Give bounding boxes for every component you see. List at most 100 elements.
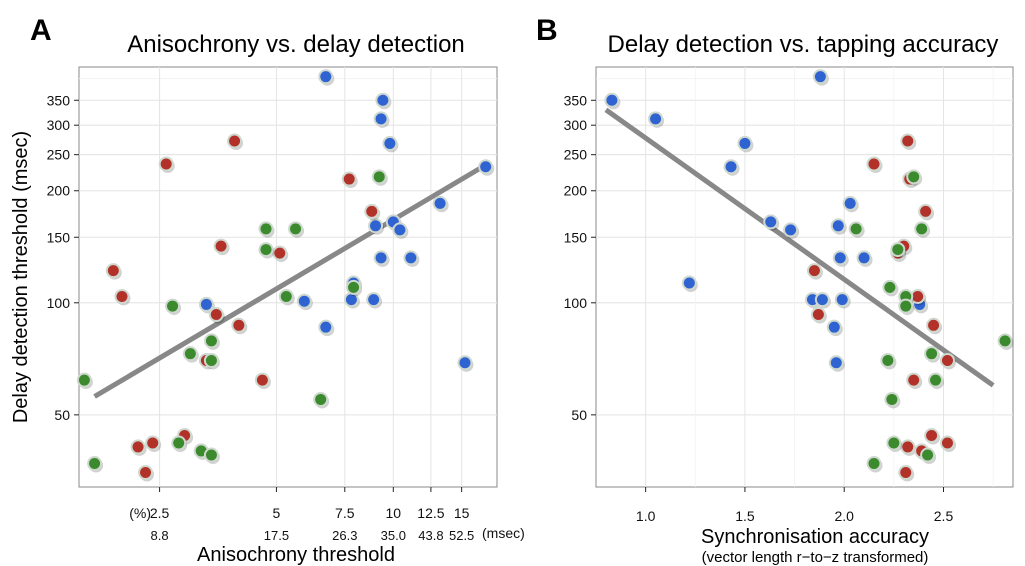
panel-b: B Delay detection vs. tapping accuracy 5… bbox=[536, 14, 1014, 566]
panel-a-title: Anisochrony vs. delay detection bbox=[127, 31, 465, 58]
data-point bbox=[783, 222, 800, 239]
panel-a-plot-area bbox=[78, 66, 498, 488]
panel-b-y-ticks: 50 100 150 200 250 300 350 bbox=[564, 92, 596, 423]
data-point-marker bbox=[866, 156, 882, 172]
data-point bbox=[382, 135, 399, 153]
data-point bbox=[997, 333, 1014, 350]
data-point-marker bbox=[898, 298, 914, 314]
data-point bbox=[432, 195, 449, 213]
data-point-marker bbox=[318, 319, 334, 335]
data-point-marker bbox=[812, 69, 828, 85]
data-point bbox=[203, 352, 220, 370]
data-point-marker bbox=[828, 355, 844, 371]
data-point-marker bbox=[364, 203, 380, 219]
data-point bbox=[138, 465, 155, 482]
data-point bbox=[604, 92, 621, 110]
data-point-marker bbox=[906, 169, 922, 185]
data-point-marker bbox=[203, 333, 219, 349]
data-point-marker bbox=[806, 263, 822, 279]
data-point bbox=[648, 111, 665, 128]
data-point-marker bbox=[920, 447, 936, 463]
data-point-marker bbox=[866, 456, 882, 472]
data-point bbox=[343, 292, 360, 309]
data-point bbox=[900, 439, 917, 456]
data-point bbox=[848, 221, 865, 238]
data-point-marker bbox=[403, 250, 419, 266]
data-point bbox=[165, 298, 182, 316]
data-point bbox=[364, 203, 381, 221]
data-point-marker bbox=[138, 465, 154, 481]
y-tick-label: 50 bbox=[54, 407, 70, 423]
data-point-marker bbox=[203, 352, 219, 368]
data-point-marker bbox=[939, 352, 955, 368]
data-point bbox=[890, 242, 907, 259]
data-point bbox=[76, 372, 93, 390]
panel-a-x-axis-title: Anisochrony threshold bbox=[197, 544, 395, 566]
data-point bbox=[939, 352, 956, 370]
data-point-marker bbox=[832, 250, 848, 266]
data-point-marker bbox=[208, 307, 224, 323]
data-point bbox=[812, 69, 829, 86]
data-point bbox=[866, 456, 883, 473]
data-point-marker bbox=[886, 435, 902, 451]
data-point bbox=[114, 288, 131, 306]
data-point bbox=[373, 111, 390, 128]
data-point bbox=[296, 293, 313, 311]
data-point bbox=[341, 171, 358, 189]
data-point-marker bbox=[432, 195, 448, 211]
panel-a-letter: A bbox=[30, 14, 52, 47]
y-tick-label: 200 bbox=[564, 183, 588, 199]
data-point-marker bbox=[900, 439, 916, 455]
data-point-marker bbox=[114, 288, 130, 304]
data-point-marker bbox=[296, 293, 312, 309]
data-point bbox=[368, 218, 385, 235]
data-point-marker bbox=[382, 135, 398, 151]
data-point bbox=[203, 447, 220, 465]
data-point-marker bbox=[392, 222, 408, 238]
x-tick-label-percent: 10 bbox=[386, 505, 402, 521]
data-point bbox=[478, 159, 495, 176]
y-tick-label: 100 bbox=[47, 295, 71, 311]
data-point-marker bbox=[375, 92, 391, 108]
data-point-marker bbox=[681, 275, 697, 291]
data-point bbox=[914, 221, 931, 238]
data-point-marker bbox=[928, 372, 944, 388]
data-point-marker bbox=[648, 111, 664, 127]
data-point-marker bbox=[130, 439, 146, 455]
data-point bbox=[87, 456, 104, 473]
y-axis-title: Delay detection threshold (msec) bbox=[10, 131, 32, 423]
data-point-marker bbox=[373, 111, 389, 127]
data-point-marker bbox=[346, 279, 362, 295]
x-tick-label: 1.0 bbox=[636, 508, 656, 524]
data-point-marker bbox=[278, 288, 294, 304]
data-point-marker bbox=[203, 447, 219, 463]
data-point bbox=[208, 307, 225, 324]
data-point bbox=[158, 156, 175, 173]
y-tick-label: 150 bbox=[47, 229, 71, 245]
data-point-marker bbox=[171, 435, 187, 451]
panel-b-fit-line bbox=[604, 107, 995, 388]
data-point-marker bbox=[87, 456, 103, 472]
data-point-marker bbox=[783, 222, 799, 238]
data-point-marker bbox=[165, 298, 181, 314]
y-tick-label: 200 bbox=[47, 183, 71, 199]
data-point bbox=[288, 221, 305, 238]
y-tick-label: 250 bbox=[564, 147, 588, 163]
x-tick-label-percent: 7.5 bbox=[335, 505, 355, 521]
data-point-marker bbox=[918, 203, 934, 219]
x-tick-label: 2.0 bbox=[834, 508, 854, 524]
data-point bbox=[826, 319, 843, 337]
data-point bbox=[392, 222, 409, 239]
data-point-marker bbox=[842, 195, 858, 211]
data-point-marker bbox=[145, 435, 161, 451]
data-point bbox=[171, 435, 188, 453]
data-point bbox=[814, 292, 831, 309]
data-point-marker bbox=[254, 372, 270, 388]
data-point bbox=[926, 317, 943, 335]
y-tick-label: 350 bbox=[564, 92, 588, 108]
data-point-marker bbox=[906, 372, 922, 388]
data-point-marker bbox=[900, 133, 916, 149]
data-point-marker bbox=[373, 250, 389, 266]
x-tick-label-percent: 5 bbox=[273, 505, 281, 521]
